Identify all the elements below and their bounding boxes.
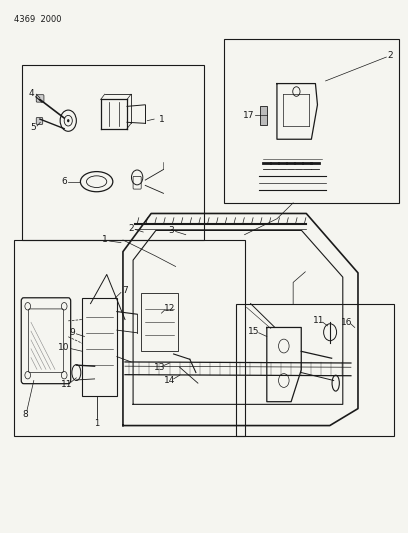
Text: 1: 1 bbox=[94, 419, 99, 429]
Text: 17: 17 bbox=[243, 111, 254, 120]
Text: 9: 9 bbox=[69, 328, 75, 337]
Text: 7: 7 bbox=[122, 286, 128, 295]
Text: 1: 1 bbox=[102, 236, 108, 245]
Text: 3: 3 bbox=[169, 226, 175, 235]
FancyBboxPatch shape bbox=[36, 95, 44, 102]
Text: 11: 11 bbox=[313, 316, 324, 325]
Text: 14: 14 bbox=[164, 376, 175, 385]
Text: 13: 13 bbox=[154, 363, 165, 372]
Text: 2: 2 bbox=[388, 51, 393, 60]
Text: 10: 10 bbox=[58, 343, 70, 352]
Text: 6: 6 bbox=[61, 177, 67, 186]
Text: 2: 2 bbox=[128, 224, 134, 233]
Text: 4369  2000: 4369 2000 bbox=[13, 14, 61, 23]
FancyBboxPatch shape bbox=[36, 117, 43, 124]
Text: 1: 1 bbox=[159, 115, 164, 124]
Text: 5: 5 bbox=[30, 123, 36, 132]
Text: 16: 16 bbox=[341, 318, 353, 327]
Bar bbox=[82, 298, 117, 397]
Circle shape bbox=[67, 119, 69, 122]
Bar bbox=[141, 293, 177, 351]
Text: 11: 11 bbox=[61, 379, 73, 389]
Bar bbox=[260, 106, 267, 125]
Bar bbox=[224, 38, 399, 203]
Bar bbox=[13, 240, 244, 436]
Text: 15: 15 bbox=[248, 327, 259, 336]
Text: 8: 8 bbox=[23, 410, 29, 419]
Text: 4: 4 bbox=[29, 88, 35, 98]
Text: 12: 12 bbox=[164, 304, 175, 313]
Bar bbox=[236, 304, 395, 436]
Bar bbox=[22, 65, 204, 240]
